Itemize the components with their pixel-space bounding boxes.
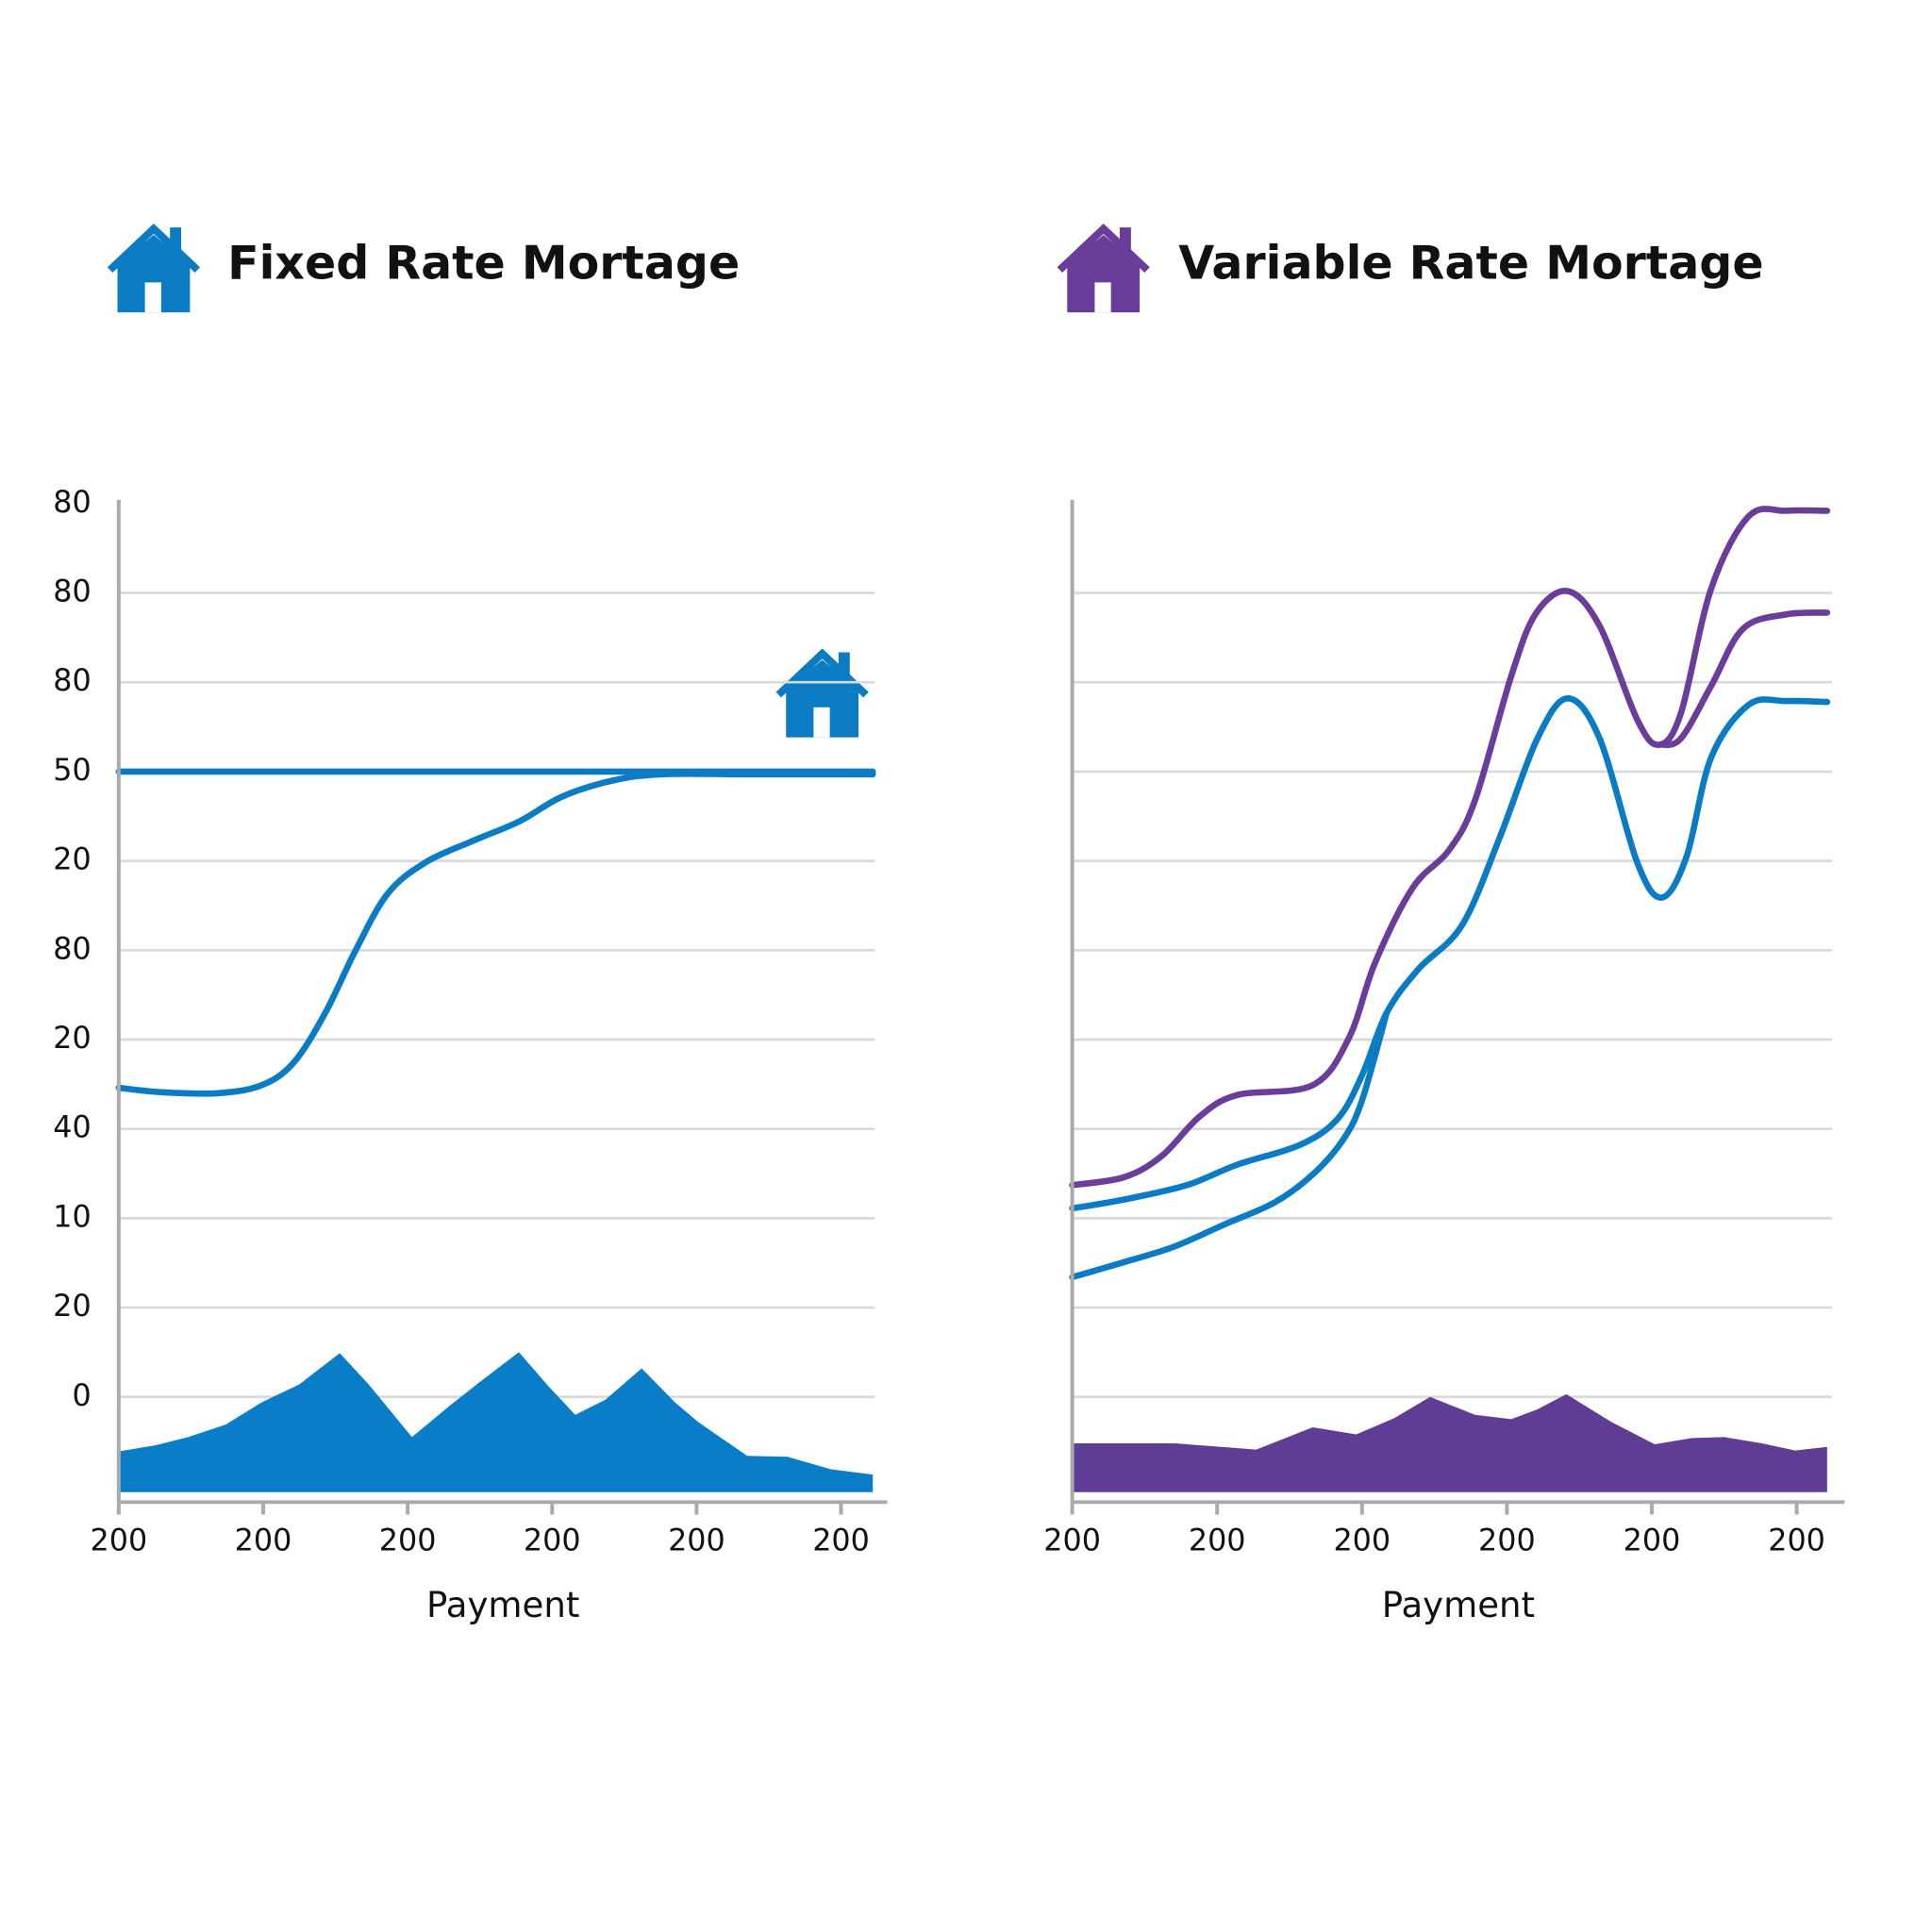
line: [1069, 1009, 1391, 1281]
x-tick-label: 200: [1189, 1524, 1246, 1558]
y-tick-label: 80: [53, 485, 91, 520]
y-tick-label: 80: [53, 663, 91, 698]
area: [1072, 1393, 1827, 1492]
x-tick-label: 200: [812, 1524, 870, 1558]
x-tick-label: 200: [668, 1524, 725, 1558]
x-tick-label: 200: [235, 1524, 292, 1558]
x-axis-label: Payment: [1382, 1585, 1535, 1625]
line: [1656, 609, 1831, 749]
house-icon: [1059, 227, 1147, 312]
x-tick-label: 200: [1624, 1524, 1681, 1558]
y-tick-label: 20: [53, 842, 91, 877]
area: [118, 1352, 874, 1492]
y-tick-label: 50: [53, 753, 91, 788]
y-tick-label: 40: [53, 1110, 91, 1145]
house-icon: [778, 652, 866, 737]
chart-title: Fixed Rate Mortage: [227, 237, 740, 291]
y-tick-label: 20: [53, 1289, 91, 1324]
line: [1069, 506, 1831, 1189]
chart-title: Variable Rate Mortage: [1178, 237, 1763, 291]
x-tick-label: 200: [1768, 1524, 1825, 1558]
x-tick-label: 200: [524, 1524, 581, 1558]
x-axis-label: Payment: [426, 1585, 579, 1625]
house-icon: [110, 227, 198, 312]
line: [1069, 694, 1831, 1212]
x-tick-label: 200: [1333, 1524, 1391, 1558]
y-tick-label: 0: [72, 1378, 91, 1413]
y-tick-label: 80: [53, 931, 91, 966]
x-tick-label: 200: [1478, 1524, 1536, 1558]
x-tick-label: 200: [1043, 1524, 1101, 1558]
x-tick-label: 200: [379, 1524, 437, 1558]
x-tick-label: 200: [91, 1524, 148, 1558]
y-tick-label: 10: [53, 1199, 91, 1234]
y-tick-label: 20: [53, 1021, 91, 1056]
line: [115, 770, 876, 1097]
y-tick-label: 80: [53, 575, 91, 609]
